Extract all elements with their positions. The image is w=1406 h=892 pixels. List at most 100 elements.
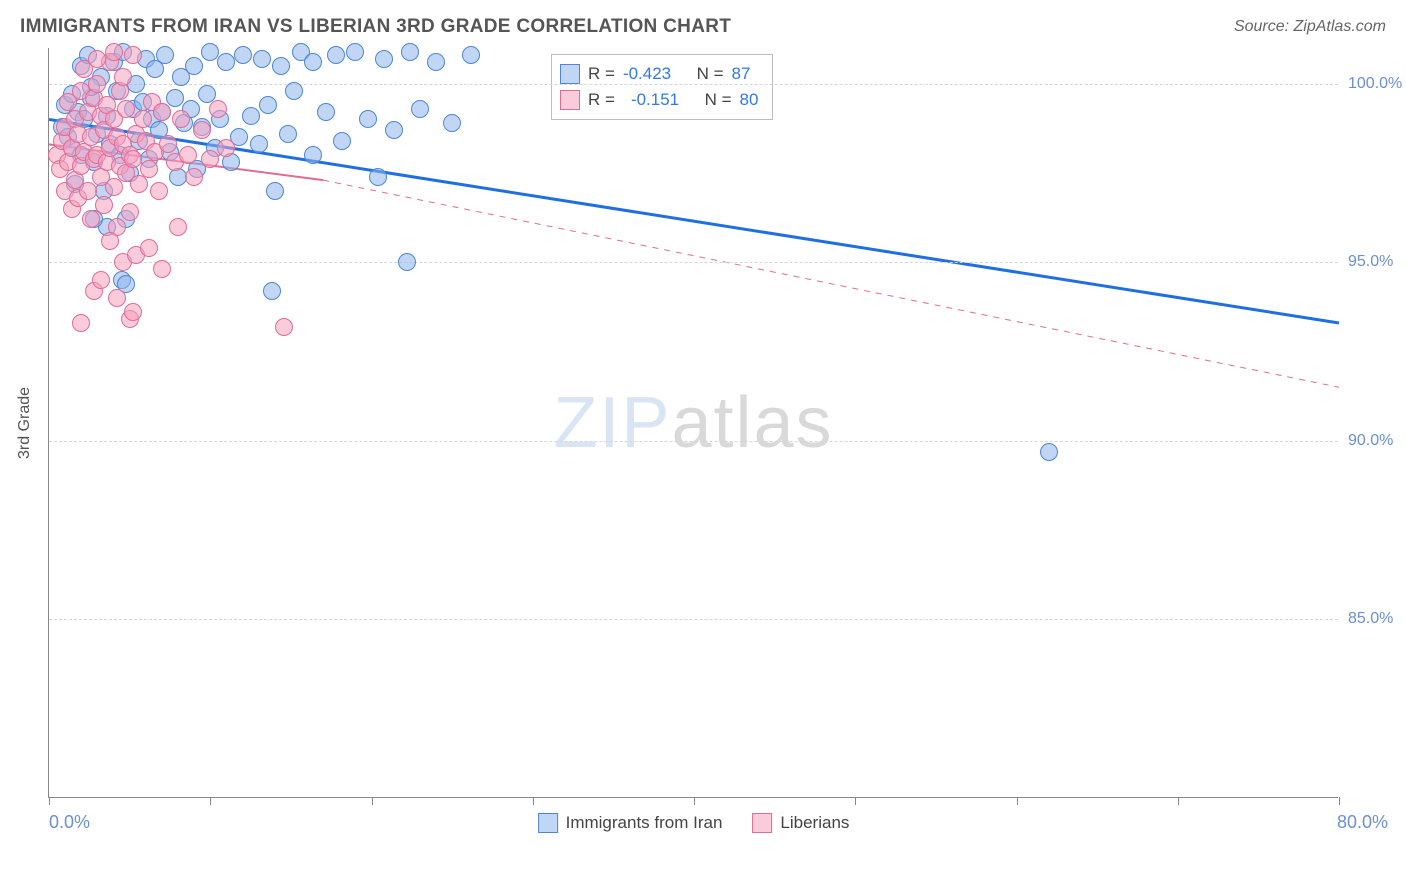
data-point-series-1	[263, 282, 281, 300]
watermark-atlas: atlas	[671, 383, 833, 463]
data-point-series-2	[209, 100, 227, 118]
data-point-series-2	[95, 196, 113, 214]
watermark-zip: ZIP	[553, 383, 671, 463]
data-point-series-2	[124, 303, 142, 321]
data-point-series-1	[359, 110, 377, 128]
swatch-series-2	[560, 90, 580, 110]
data-point-series-2	[172, 110, 190, 128]
data-point-series-1	[462, 46, 480, 64]
data-point-series-1	[185, 57, 203, 75]
x-tick	[533, 797, 534, 805]
y-tick-label: 95.0%	[1348, 253, 1406, 271]
data-point-series-1	[166, 89, 184, 107]
data-point-series-1	[242, 107, 260, 125]
data-point-series-1	[443, 114, 461, 132]
data-point-series-1	[272, 57, 290, 75]
data-point-series-2	[82, 210, 100, 228]
legend-item-2: Liberians	[752, 813, 849, 833]
r-value-2: -0.151	[623, 87, 679, 113]
data-point-series-1	[259, 96, 277, 114]
watermark: ZIPatlas	[553, 382, 833, 464]
data-point-series-1	[411, 100, 429, 118]
swatch-series-1	[560, 64, 580, 84]
regression-lines	[49, 48, 1338, 797]
data-point-series-2	[193, 121, 211, 139]
data-point-series-1	[375, 50, 393, 68]
data-point-series-1	[234, 46, 252, 64]
data-point-series-2	[159, 135, 177, 153]
y-tick-label: 85.0%	[1348, 610, 1406, 628]
data-point-series-1	[427, 53, 445, 71]
data-point-series-2	[117, 100, 135, 118]
data-point-series-2	[140, 239, 158, 257]
data-point-series-2	[105, 178, 123, 196]
y-axis-label: 3rd Grade	[16, 387, 34, 459]
data-point-series-2	[185, 168, 203, 186]
data-point-series-2	[121, 203, 139, 221]
legend-label-2: Liberians	[780, 813, 849, 833]
data-point-series-2	[179, 146, 197, 164]
data-point-series-2	[105, 43, 123, 61]
data-point-series-2	[88, 50, 106, 68]
regression-line-ext-series-2	[323, 180, 1339, 387]
x-axis-min-label: 0.0%	[49, 812, 90, 833]
legend-bottom: Immigrants from Iran Liberians	[538, 813, 850, 833]
data-point-series-1	[317, 103, 335, 121]
chart-source: Source: ZipAtlas.com	[1234, 18, 1386, 36]
data-point-series-1	[304, 53, 322, 71]
data-point-series-2	[108, 289, 126, 307]
data-point-series-2	[101, 232, 119, 250]
chart-header: IMMIGRANTS FROM IRAN VS LIBERIAN 3RD GRA…	[20, 16, 1386, 38]
data-point-series-2	[88, 75, 106, 93]
data-point-series-1	[385, 121, 403, 139]
data-point-series-2	[201, 150, 219, 168]
data-point-series-1	[398, 253, 416, 271]
y-tick-label: 100.0%	[1348, 75, 1406, 93]
data-point-series-1	[1040, 443, 1058, 461]
y-tick-label: 90.0%	[1348, 432, 1406, 450]
legend-swatch-1	[538, 813, 558, 833]
data-point-series-1	[250, 135, 268, 153]
data-point-series-2	[153, 103, 171, 121]
data-point-series-2	[124, 150, 142, 168]
data-point-series-1	[285, 82, 303, 100]
plot-area: ZIPatlas R = -0.423 N = 87 R = -0.151 N …	[48, 48, 1338, 798]
data-point-series-2	[124, 46, 142, 64]
chart-title: IMMIGRANTS FROM IRAN VS LIBERIAN 3RD GRA…	[20, 16, 731, 38]
data-point-series-1	[346, 43, 364, 61]
data-point-series-1	[333, 132, 351, 150]
legend-swatch-2	[752, 813, 772, 833]
data-point-series-1	[253, 50, 271, 68]
data-point-series-1	[304, 146, 322, 164]
data-point-series-2	[134, 110, 152, 128]
data-point-series-1	[156, 46, 174, 64]
x-tick	[1178, 797, 1179, 805]
x-tick	[210, 797, 211, 805]
data-point-series-2	[114, 68, 132, 86]
n-value-2: 80	[740, 87, 759, 113]
data-point-series-2	[275, 318, 293, 336]
gridline-h	[49, 84, 1338, 85]
data-point-series-2	[92, 271, 110, 289]
data-point-series-1	[266, 182, 284, 200]
stats-row-series-2: R = -0.151 N = 80	[560, 87, 758, 113]
data-point-series-2	[79, 182, 97, 200]
data-point-series-2	[72, 314, 90, 332]
x-tick	[49, 797, 50, 805]
data-point-series-1	[279, 125, 297, 143]
y-axis-label-wrap: 3rd Grade	[10, 48, 40, 798]
gridline-h	[49, 262, 1338, 263]
data-point-series-1	[369, 168, 387, 186]
x-tick	[855, 797, 856, 805]
gridline-h	[49, 441, 1338, 442]
x-tick	[1017, 797, 1018, 805]
data-point-series-2	[169, 218, 187, 236]
x-tick	[694, 797, 695, 805]
data-point-series-2	[217, 139, 235, 157]
n-label-2: N =	[705, 87, 732, 113]
gridline-h	[49, 619, 1338, 620]
data-point-series-2	[153, 260, 171, 278]
data-point-series-2	[150, 182, 168, 200]
data-point-series-1	[327, 46, 345, 64]
data-point-series-1	[401, 43, 419, 61]
